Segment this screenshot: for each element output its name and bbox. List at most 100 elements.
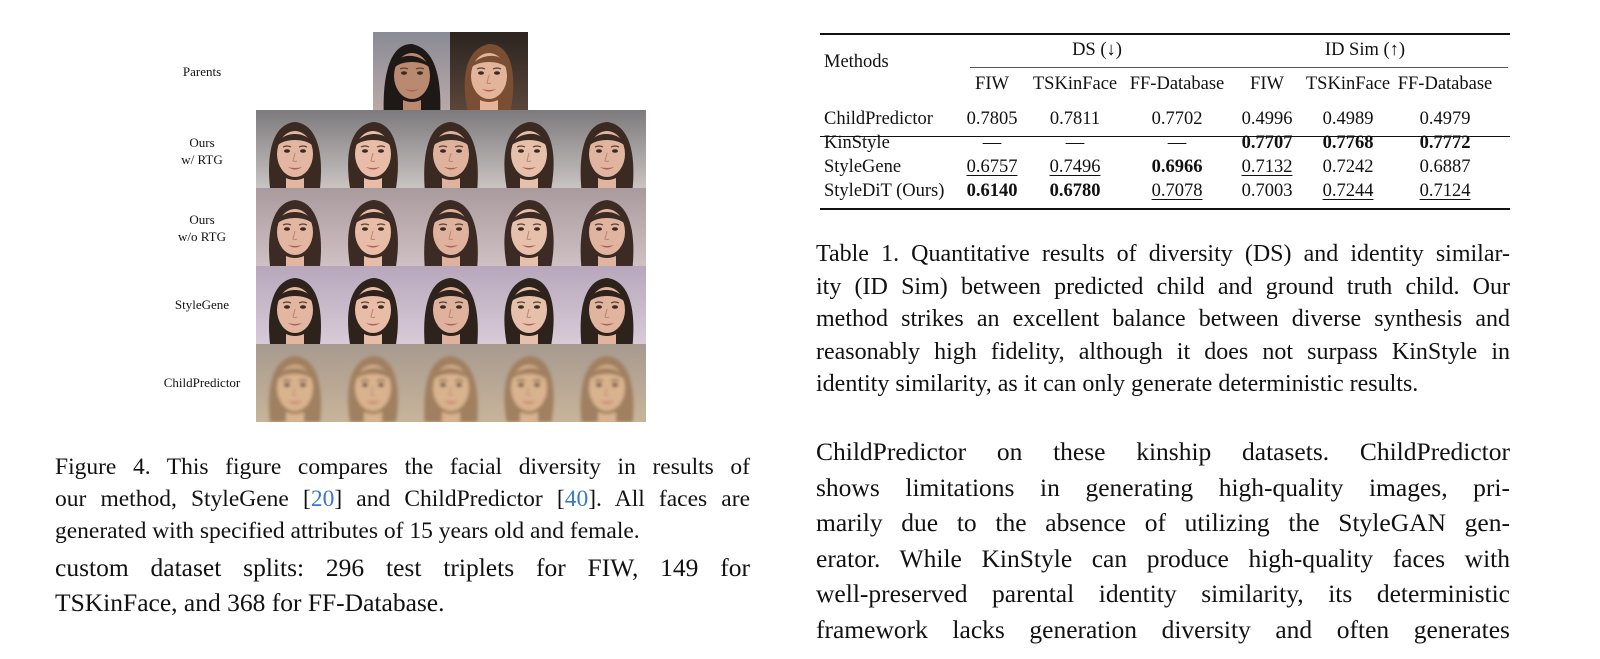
header-group-idsim: ID Sim (↑) [1324, 40, 1406, 60]
table-value-cell: 0.7496 [1049, 157, 1101, 177]
caption-text: our method, StyleGene [ [55, 486, 311, 512]
table-value-cell: 0.7772 [1419, 133, 1471, 153]
parent-face-image [450, 32, 528, 110]
table-subheader: FF-Database [1397, 74, 1493, 94]
parent-face-image [373, 32, 451, 110]
table-value-cell: 0.4996 [1241, 109, 1293, 129]
ours-rtg-face-image [490, 110, 568, 188]
group-rule-ds [970, 67, 1374, 68]
table-value-cell: 0.7244 [1322, 181, 1374, 201]
ours-rtg-face-image [256, 110, 334, 188]
table-method-cell: ChildPredictor [824, 109, 933, 129]
childpredictor-face-image [568, 344, 646, 422]
ours-rtg-face-image [334, 110, 412, 188]
caption-line: Figure 4. This figure compares the facia… [55, 454, 750, 480]
row-label-text: ChildPredictor [163, 375, 241, 390]
row-label-text: Ours [189, 135, 215, 150]
stylegene-face-image [256, 266, 334, 344]
citation-link[interactable]: 40 [564, 486, 589, 512]
table-value-cell: 0.7242 [1322, 157, 1374, 177]
table-value-cell: 0.4989 [1322, 109, 1374, 129]
body-line: ChildPredictor on these kinship datasets… [816, 437, 1510, 466]
row-label-stylegene: StyleGene [137, 296, 267, 313]
body-text-left: custom dataset splits: 296 test triplets… [55, 550, 750, 620]
body-line: well-preserved parental identity similar… [816, 579, 1510, 608]
caption-text: ] and ChildPredictor [ [334, 486, 565, 512]
group-rule-idsim [1246, 67, 1508, 68]
caption-line: identity similarity, as it can only gene… [816, 371, 1419, 397]
table-value-cell: — [982, 133, 1002, 153]
table-method-cell: KinStyle [824, 133, 890, 153]
table-value-cell: 0.7132 [1241, 157, 1293, 177]
row-label-text: w/ RTG [181, 152, 223, 167]
table-mid-rule [820, 136, 1510, 137]
caption-line: our method, StyleGene [20] and ChildPred… [55, 483, 750, 515]
table-value-cell: 0.7124 [1419, 181, 1471, 201]
caption-text: ]. All faces are [588, 486, 750, 512]
body-line: custom dataset splits: 296 test triplets… [55, 553, 750, 582]
ours-rtg-face-image [568, 110, 646, 188]
ours-rtg-face-image [412, 110, 490, 188]
caption-line: ity (ID Sim) between predicted child and… [816, 273, 1510, 300]
row-label-text: Ours [189, 212, 215, 227]
table-subheader: TSKinFace [1032, 74, 1118, 94]
table-subheader: FF-Database [1129, 74, 1225, 94]
stylegene-face-image [412, 266, 490, 344]
caption-line: Table 1. Quantitative results of diversi… [816, 241, 1510, 267]
row-label-childpredictor: ChildPredictor [137, 374, 267, 391]
caption-line: generated with specified attributes of 1… [55, 518, 640, 544]
table-value-cell: 0.6757 [966, 157, 1018, 177]
row-label-text: StyleGene [174, 297, 230, 312]
table-value-cell: — [1065, 133, 1085, 153]
table-value-cell: 0.7707 [1241, 133, 1293, 153]
table-subheader: FIW [975, 74, 1009, 94]
body-line: TSKinFace, and 368 for FF-Database. [55, 588, 445, 617]
stylegene-face-image [568, 266, 646, 344]
table-value-cell: 0.6780 [1049, 181, 1101, 201]
header-group-ds: DS (↓) [1072, 40, 1122, 60]
results-table: Methods DS (↓) ID Sim (↑) FIW TSKinFace FF… [820, 33, 1510, 210]
body-line: shows limitations in generating high-qua… [816, 472, 1510, 502]
row-label-ours-rtg: Ours w/ RTG [137, 134, 267, 168]
table-caption: Table 1. Quantitative results of diversi… [816, 238, 1510, 401]
ours-no-rtg-face-image [568, 188, 646, 266]
row-label-parents: Parents [137, 63, 267, 80]
table-method-cell: StyleGene [824, 157, 902, 177]
figure-caption: Figure 4. This figure compares the facia… [55, 451, 750, 547]
table-top-rule [820, 33, 1510, 35]
stylegene-face-image [490, 266, 568, 344]
childpredictor-face-image [412, 344, 490, 422]
caption-line: method strikes an excellent balance betw… [816, 306, 1510, 332]
table-subheader: TSKinFace [1305, 74, 1391, 94]
citation-link[interactable]: 20 [310, 486, 335, 512]
table-value-cell: 0.7811 [1049, 109, 1101, 129]
table-value-cell: 0.7003 [1241, 181, 1293, 201]
table-bottom-rule [820, 208, 1510, 210]
childpredictor-face-image [256, 344, 334, 422]
ours-no-rtg-face-image [334, 188, 412, 266]
table-value-cell: 0.7805 [966, 109, 1018, 129]
table-value-cell: 0.6887 [1419, 157, 1471, 177]
header-methods: Methods [824, 52, 889, 72]
ours-no-rtg-face-image [412, 188, 490, 266]
caption-line: reasonably high fidelity, although it do… [816, 338, 1510, 365]
ours-no-rtg-face-image [256, 188, 334, 266]
table-value-cell: — [1167, 133, 1187, 153]
body-line: framework lacks generation diversity and… [816, 614, 1510, 644]
table-method-cell: StyleDiT (Ours) [824, 181, 945, 201]
table-subheader: FIW [1250, 74, 1284, 94]
body-text-right: ChildPredictor on these kinship datasets… [816, 434, 1510, 647]
table-value-cell: 0.7702 [1151, 109, 1203, 129]
table-value-cell: 0.7078 [1151, 181, 1203, 201]
stylegene-face-image [334, 266, 412, 344]
row-label-text: w/o RTG [178, 229, 226, 244]
body-line: marily due to the absence of utilizing t… [816, 508, 1510, 537]
childpredictor-face-image [490, 344, 568, 422]
row-label-text: Parents [182, 64, 222, 79]
table-value-cell: 0.4979 [1419, 109, 1471, 129]
body-line: erator. While KinStyle can produce high-… [816, 543, 1510, 573]
childpredictor-face-image [334, 344, 412, 422]
table-value-cell: 0.7768 [1322, 133, 1374, 153]
table-value-cell: 0.6966 [1151, 157, 1203, 177]
ours-no-rtg-face-image [490, 188, 568, 266]
